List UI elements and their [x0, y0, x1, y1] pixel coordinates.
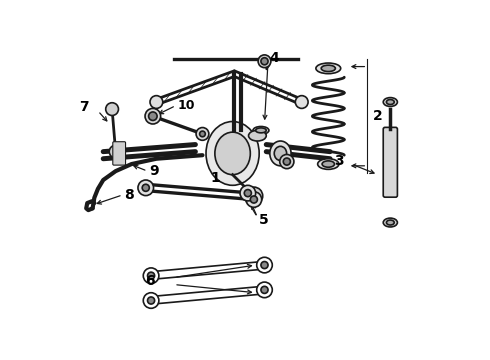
- Circle shape: [280, 154, 294, 168]
- Circle shape: [261, 261, 268, 269]
- Circle shape: [142, 184, 149, 192]
- Ellipse shape: [316, 63, 341, 74]
- Ellipse shape: [321, 65, 335, 72]
- Circle shape: [148, 112, 157, 121]
- Polygon shape: [146, 261, 270, 279]
- Ellipse shape: [256, 128, 266, 133]
- Circle shape: [147, 272, 155, 279]
- Circle shape: [199, 131, 205, 137]
- Ellipse shape: [206, 122, 259, 185]
- Ellipse shape: [322, 161, 335, 167]
- FancyBboxPatch shape: [113, 142, 125, 165]
- Circle shape: [138, 180, 153, 195]
- Ellipse shape: [383, 98, 397, 107]
- Ellipse shape: [274, 146, 287, 161]
- Polygon shape: [146, 286, 270, 304]
- Circle shape: [283, 158, 291, 165]
- Circle shape: [109, 145, 122, 158]
- Ellipse shape: [215, 132, 250, 175]
- Ellipse shape: [318, 159, 339, 169]
- Text: 10: 10: [178, 99, 195, 112]
- Circle shape: [106, 103, 119, 116]
- Text: 9: 9: [149, 164, 159, 178]
- Text: 7: 7: [79, 100, 88, 114]
- Text: 3: 3: [335, 153, 344, 167]
- Circle shape: [240, 185, 256, 201]
- Circle shape: [147, 297, 155, 304]
- Circle shape: [261, 58, 268, 65]
- Text: 5: 5: [259, 213, 269, 227]
- Ellipse shape: [387, 220, 394, 225]
- Ellipse shape: [248, 130, 266, 141]
- FancyBboxPatch shape: [383, 127, 397, 197]
- Circle shape: [250, 196, 257, 203]
- Circle shape: [245, 190, 251, 197]
- Text: 8: 8: [124, 188, 134, 202]
- Circle shape: [145, 108, 161, 124]
- Text: 6: 6: [145, 274, 155, 288]
- Ellipse shape: [253, 126, 269, 134]
- Ellipse shape: [245, 187, 263, 205]
- Circle shape: [257, 257, 272, 273]
- Circle shape: [246, 192, 262, 207]
- Circle shape: [143, 268, 159, 283]
- Circle shape: [143, 293, 159, 308]
- Text: 1: 1: [210, 171, 220, 185]
- Text: 2: 2: [372, 109, 382, 123]
- Text: 4: 4: [270, 51, 280, 65]
- Ellipse shape: [270, 141, 291, 166]
- Circle shape: [196, 127, 209, 140]
- Ellipse shape: [387, 100, 394, 104]
- Circle shape: [261, 286, 268, 293]
- Circle shape: [257, 282, 272, 298]
- Circle shape: [295, 96, 308, 108]
- Ellipse shape: [383, 218, 397, 227]
- Circle shape: [258, 55, 271, 68]
- Circle shape: [150, 96, 163, 108]
